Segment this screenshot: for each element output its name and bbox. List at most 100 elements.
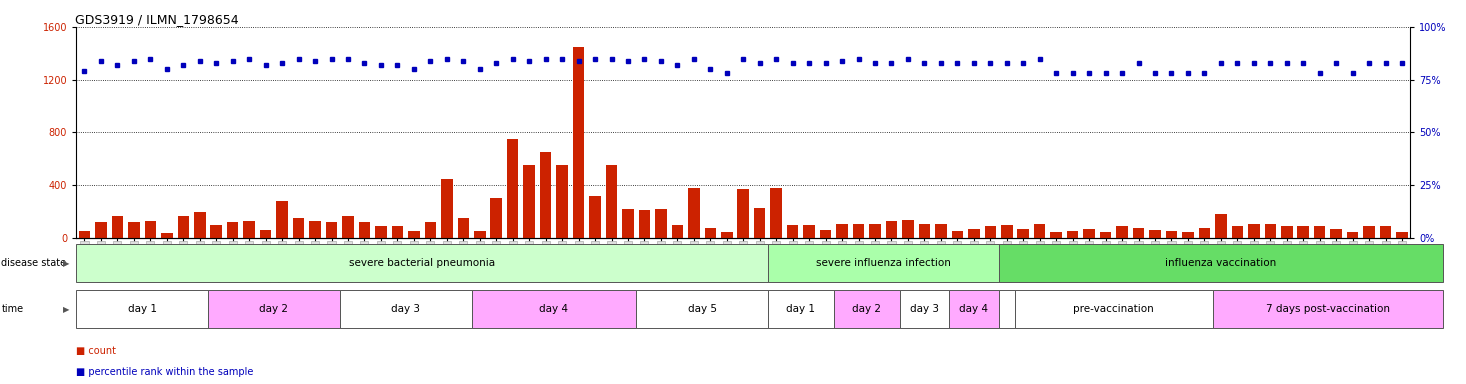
Text: day 2: day 2 xyxy=(259,304,289,314)
Bar xyxy=(836,223,847,238)
Bar xyxy=(1165,232,1177,238)
Bar xyxy=(1051,232,1061,238)
Bar xyxy=(441,179,453,238)
Bar xyxy=(1212,290,1443,328)
Bar xyxy=(276,201,287,238)
Bar xyxy=(688,188,699,238)
Bar xyxy=(737,189,749,238)
Text: day 1: day 1 xyxy=(786,304,815,314)
Text: day 4: day 4 xyxy=(539,304,569,314)
Bar xyxy=(998,244,1443,282)
Bar xyxy=(1199,227,1211,238)
Bar xyxy=(705,227,715,238)
Bar xyxy=(342,216,353,238)
Bar xyxy=(161,233,173,238)
Bar xyxy=(819,230,831,238)
Bar xyxy=(1331,229,1341,238)
Bar xyxy=(111,216,123,238)
Bar xyxy=(194,212,205,238)
Bar xyxy=(1248,223,1259,238)
Bar xyxy=(309,221,321,238)
Bar xyxy=(768,244,998,282)
Bar xyxy=(902,220,913,238)
Bar xyxy=(408,232,419,238)
Bar xyxy=(359,222,371,238)
Bar xyxy=(227,222,239,238)
Bar xyxy=(1149,230,1161,238)
Bar xyxy=(425,222,435,238)
Text: pre-vaccination: pre-vaccination xyxy=(1073,304,1154,314)
Bar xyxy=(243,221,255,238)
Text: severe influenza infection: severe influenza infection xyxy=(815,258,950,268)
Bar xyxy=(1396,232,1407,238)
Bar xyxy=(76,244,768,282)
Bar xyxy=(655,209,667,238)
Bar xyxy=(754,208,765,238)
Bar xyxy=(79,232,91,238)
Bar xyxy=(1083,229,1095,238)
Text: influenza vaccination: influenza vaccination xyxy=(1165,258,1277,268)
Bar xyxy=(768,290,834,328)
Bar xyxy=(622,209,633,238)
Bar xyxy=(998,290,1014,328)
Bar xyxy=(803,225,815,238)
Bar xyxy=(208,290,340,328)
Text: day 5: day 5 xyxy=(688,304,717,314)
Text: day 3: day 3 xyxy=(391,304,421,314)
Text: time: time xyxy=(1,304,23,314)
Bar xyxy=(491,199,501,238)
Bar xyxy=(1215,214,1227,238)
Bar xyxy=(951,232,963,238)
Bar xyxy=(968,229,979,238)
Bar xyxy=(1314,226,1325,238)
Bar xyxy=(1265,223,1275,238)
Bar xyxy=(1001,225,1013,238)
Bar xyxy=(457,218,469,238)
Bar xyxy=(721,232,733,238)
Bar xyxy=(949,290,998,328)
Bar xyxy=(885,221,897,238)
Bar xyxy=(900,290,949,328)
Bar xyxy=(340,290,472,328)
Bar xyxy=(95,222,107,238)
Bar xyxy=(1380,226,1391,238)
Text: day 3: day 3 xyxy=(910,304,938,314)
Bar xyxy=(1067,232,1079,238)
Bar xyxy=(834,290,900,328)
Text: ▶: ▶ xyxy=(63,305,69,314)
Bar xyxy=(1347,232,1359,238)
Bar xyxy=(671,225,683,238)
Bar xyxy=(919,223,931,238)
Bar xyxy=(474,232,485,238)
Bar xyxy=(556,166,567,238)
Text: ■ percentile rank within the sample: ■ percentile rank within the sample xyxy=(76,367,254,377)
Bar xyxy=(1281,226,1293,238)
Bar xyxy=(605,166,617,238)
Bar xyxy=(1297,226,1309,238)
Bar xyxy=(1133,227,1145,238)
Bar xyxy=(1231,226,1243,238)
Text: ▶: ▶ xyxy=(63,258,69,268)
Bar xyxy=(639,210,651,238)
Bar xyxy=(589,196,601,238)
Bar xyxy=(145,221,155,238)
Bar xyxy=(771,188,781,238)
Text: disease state: disease state xyxy=(1,258,66,268)
Text: day 2: day 2 xyxy=(852,304,881,314)
Bar xyxy=(539,152,551,238)
Bar xyxy=(787,225,799,238)
Bar xyxy=(211,225,221,238)
Bar xyxy=(573,47,585,238)
Bar xyxy=(177,216,189,238)
Bar xyxy=(1100,232,1111,238)
Bar xyxy=(1116,226,1127,238)
Bar xyxy=(391,226,403,238)
Bar xyxy=(325,222,337,238)
Bar xyxy=(523,166,535,238)
Text: ■ count: ■ count xyxy=(76,346,116,356)
Bar xyxy=(472,290,636,328)
Text: GDS3919 / ILMN_1798654: GDS3919 / ILMN_1798654 xyxy=(75,13,239,26)
Text: day 1: day 1 xyxy=(128,304,157,314)
Bar xyxy=(293,218,305,238)
Bar xyxy=(869,223,881,238)
